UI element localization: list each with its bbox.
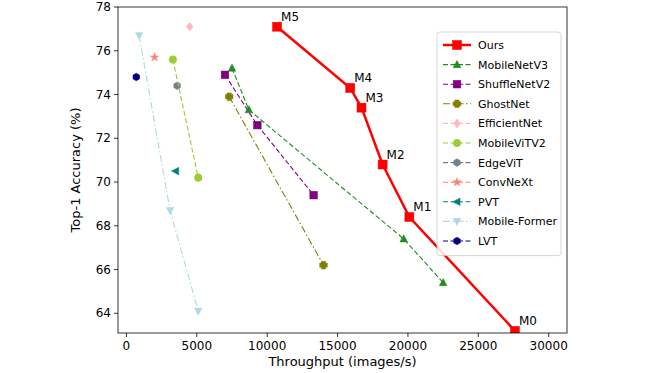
- x-tick-label: 25000: [459, 339, 497, 353]
- y-tick: [114, 313, 118, 314]
- data-point: [225, 93, 233, 101]
- legend-label: EdgeViT: [478, 157, 523, 170]
- legend-marker: [453, 139, 461, 147]
- x-tick: [407, 333, 408, 337]
- legend-marker: [453, 60, 461, 67]
- data-point: [187, 22, 193, 31]
- data-point: [194, 174, 202, 182]
- x-tick: [267, 333, 268, 337]
- x-tick-label: 30000: [530, 339, 568, 353]
- legend-label: Mobile-Former: [478, 215, 558, 228]
- y-tick: [114, 94, 118, 95]
- data-point: [169, 56, 177, 64]
- data-point: [194, 308, 202, 315]
- x-tick-label: 20000: [389, 339, 427, 353]
- y-tick: [114, 50, 118, 51]
- series-line: [139, 35, 198, 311]
- data-point: [228, 64, 236, 71]
- data-point: [166, 207, 174, 214]
- data-point: [245, 106, 253, 113]
- x-tick: [126, 333, 127, 337]
- y-tick-label: 68: [96, 219, 111, 233]
- legend-marker: [454, 159, 461, 167]
- legend-marker: [453, 100, 461, 108]
- series-line: [232, 68, 443, 282]
- chart: 0 5000 10000 15000 20000 25000 30000 64 66 68 70 72…: [0, 0, 660, 373]
- y-tick-label: 72: [96, 131, 111, 145]
- legend-label: ShuffleNetV2: [478, 78, 550, 91]
- y-tick-label: 76: [96, 44, 111, 58]
- x-tick-label: 10000: [248, 339, 286, 353]
- data-point: [135, 32, 143, 39]
- x-tick: [196, 333, 197, 337]
- legend-marker: [454, 119, 460, 128]
- data-point: [310, 191, 318, 199]
- y-tick: [114, 7, 118, 8]
- legend-marker: [453, 80, 461, 88]
- series-line: [225, 75, 314, 195]
- series-line: [229, 97, 323, 265]
- legend-box: [437, 32, 561, 256]
- point-label: M5: [281, 10, 299, 24]
- x-tick-label: 0: [123, 339, 131, 353]
- legend-marker: [454, 237, 461, 245]
- x-tick: [548, 333, 549, 337]
- legend-label: Ours: [478, 39, 504, 52]
- legend-label: LVT: [478, 235, 497, 248]
- y-tick-label: 66: [96, 263, 111, 277]
- legend-label: MobileViTV2: [478, 137, 546, 150]
- point-label: M2: [387, 148, 405, 162]
- data-point: [400, 235, 408, 242]
- data-point: [439, 278, 447, 285]
- y-tick: [114, 138, 118, 139]
- point-label: M0: [519, 314, 537, 328]
- plot-frame: [118, 7, 567, 333]
- y-tick-label: 70: [96, 175, 111, 189]
- series-line: [173, 60, 198, 178]
- point-label: M1: [413, 200, 431, 214]
- data-point: [172, 167, 179, 175]
- y-tick-label: 64: [96, 306, 111, 320]
- x-tick-label: 5000: [182, 339, 213, 353]
- data-point: [174, 82, 181, 90]
- y-tick-label: 78: [96, 0, 111, 14]
- point-label: M4: [354, 71, 372, 85]
- x-tick: [337, 333, 338, 337]
- legend-label: ConvNeXt: [478, 176, 533, 189]
- legend-marker: [453, 178, 462, 186]
- legend-label: MobileNetV3: [478, 59, 548, 72]
- y-axis-label: Top-1 Accuracy (%): [68, 107, 83, 233]
- x-tick-label: 15000: [318, 339, 356, 353]
- data-point: [221, 71, 229, 79]
- legend-label: GhostNet: [478, 98, 530, 111]
- legend-marker: [453, 41, 462, 50]
- y-tick-label: 74: [96, 88, 111, 102]
- x-axis-label: Throughput (images/s): [267, 354, 416, 369]
- x-tick: [478, 333, 479, 337]
- legend-label: PVT: [478, 196, 499, 209]
- y-tick: [114, 182, 118, 183]
- data-point: [254, 121, 262, 129]
- y-tick: [114, 225, 118, 226]
- legend: Ours MobileNetV3 ShuffleNetV2 GhostNet Effic…: [437, 32, 561, 256]
- point-label: M3: [366, 91, 384, 105]
- data-point: [320, 261, 328, 269]
- data-point: [150, 53, 159, 61]
- data-point: [133, 73, 140, 81]
- legend-label: EfficientNet: [478, 117, 543, 130]
- legend-marker: [453, 198, 460, 206]
- y-tick: [114, 269, 118, 270]
- legend-marker: [453, 218, 461, 225]
